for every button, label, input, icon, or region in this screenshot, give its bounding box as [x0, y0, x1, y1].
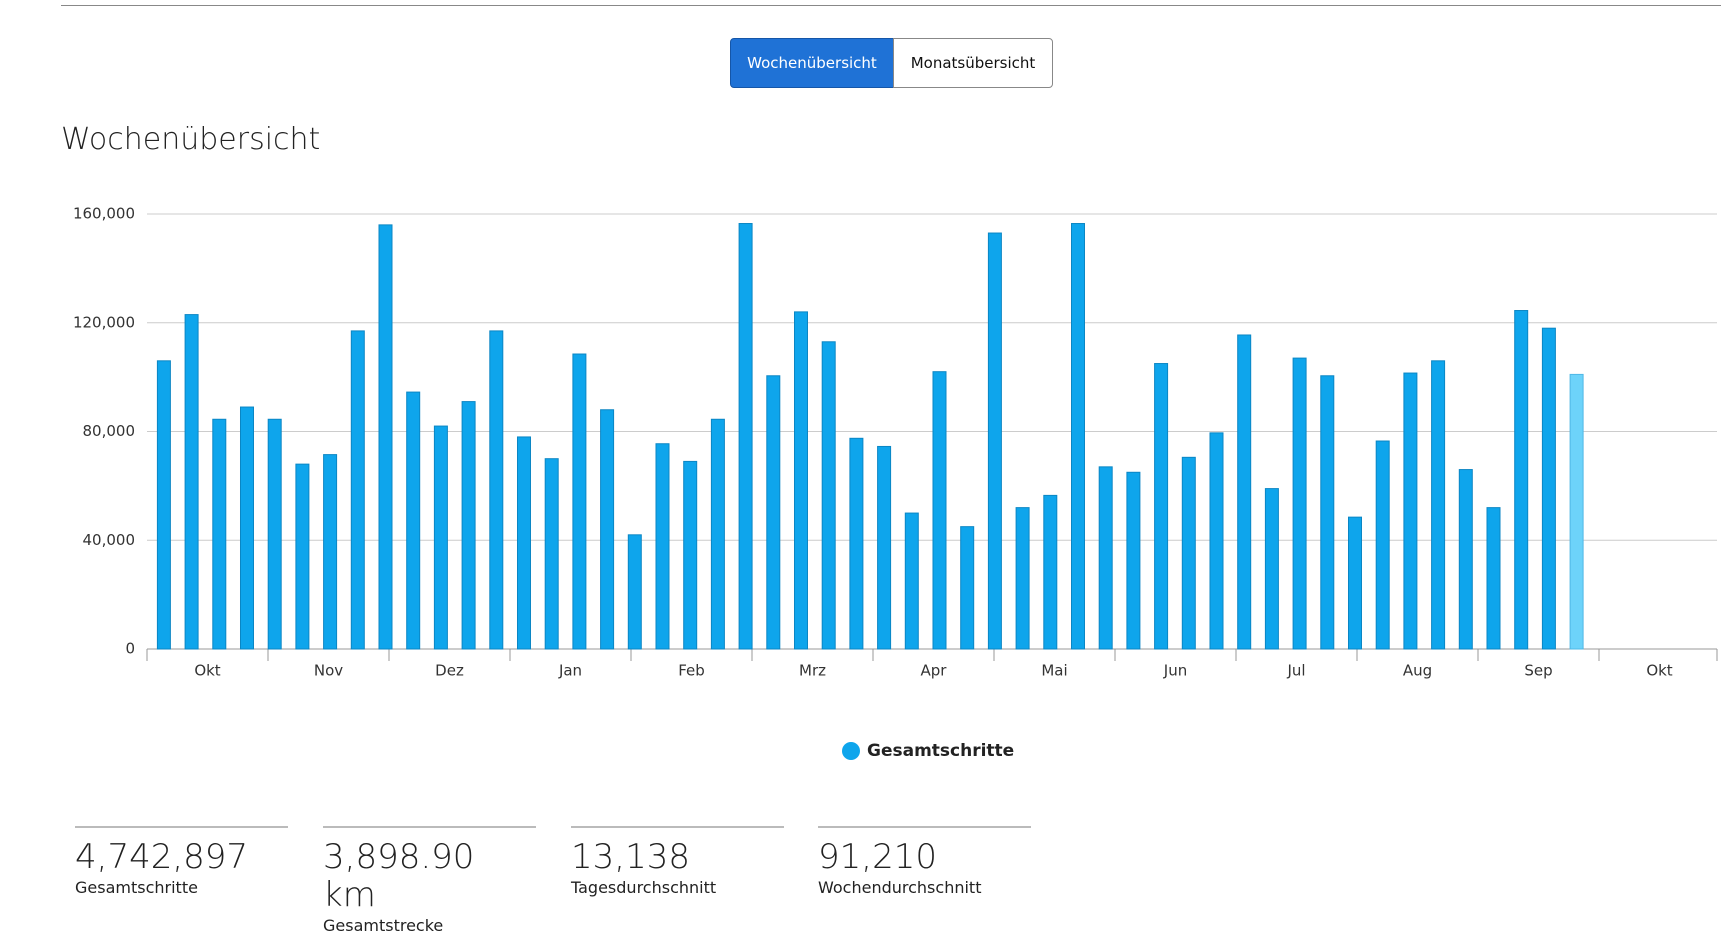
x-tick-label: Jan [558, 662, 582, 680]
bar [1181, 456, 1196, 650]
stat-value: 4,742,897 [75, 837, 249, 877]
x-tick-label: Feb [678, 662, 705, 680]
y-tick-label: 0 [125, 640, 135, 658]
stat-value: 3,898.90 km [323, 837, 475, 915]
bar [1375, 440, 1390, 650]
x-tick-label: Okt [1646, 662, 1672, 680]
bar [627, 534, 642, 650]
bar [793, 311, 808, 650]
bar [710, 418, 725, 650]
bar [683, 460, 698, 650]
y-tick-label: 80,000 [83, 422, 136, 440]
week-button[interactable]: Wochenübersicht [730, 38, 894, 88]
bar [1237, 334, 1252, 650]
bar [267, 418, 282, 650]
bar [572, 353, 587, 650]
stat: 3,898.90 km Gesamtstrecke [323, 826, 536, 935]
bar [295, 463, 310, 650]
bar [904, 512, 919, 650]
bar [821, 341, 836, 650]
x-tick-label: Jun [1163, 662, 1187, 680]
bar [378, 224, 393, 650]
x-tick-label: Okt [194, 662, 220, 680]
x-tick-label: Aug [1403, 662, 1432, 680]
bar [655, 443, 670, 650]
bar [1209, 432, 1224, 650]
stat: 91,210 Wochendurchschnitt [818, 826, 1031, 897]
page: {"buttons": ["Wochenübersicht", "Monatsü… [61, 5, 1721, 935]
bar [1431, 360, 1446, 650]
x-tick-label: Jul [1286, 662, 1305, 680]
stat-label: Tagesdurchschnitt [571, 878, 717, 897]
x-tick-label: Apr [921, 662, 948, 680]
bar [1514, 310, 1529, 650]
bar [1320, 375, 1335, 650]
bar [849, 437, 864, 650]
bar [1292, 357, 1307, 650]
bar [184, 314, 199, 650]
bar [1043, 494, 1058, 650]
bar [323, 454, 338, 650]
bar [960, 526, 975, 650]
x-tick-label: Mai [1041, 662, 1067, 680]
x-tick-label: Mrz [799, 662, 826, 680]
bar [600, 409, 615, 650]
bar [987, 232, 1002, 650]
bar [1126, 471, 1141, 650]
bar [489, 330, 504, 650]
month-button[interactable]: Monatsübersicht [893, 38, 1053, 88]
stat-label: Gesamtschritte [75, 878, 198, 897]
bar [1154, 363, 1169, 650]
x-tick-label: Sep [1524, 662, 1552, 680]
bar [350, 330, 365, 650]
y-tick-label: 120,000 [73, 313, 135, 331]
bar [461, 401, 476, 650]
stat-value: 13,138 [571, 837, 690, 877]
bar [932, 371, 947, 650]
bar [1569, 373, 1584, 650]
bar [1541, 327, 1556, 650]
bar [1347, 516, 1362, 650]
bar [544, 458, 559, 650]
legend-swatch [842, 742, 860, 760]
x-tick-label: Dez [435, 662, 464, 680]
bar [1098, 466, 1113, 650]
top-rule [61, 5, 1721, 6]
bar [433, 425, 448, 650]
bar [766, 375, 781, 650]
stat: 13,138 Tagesdurchschnitt [571, 826, 784, 897]
bar [1458, 469, 1473, 650]
chart: 0 40,000 80,000 120,000 160,000 Okt Nov Dez Jan F… [73, 205, 1718, 761]
bar [1015, 507, 1030, 650]
bar [212, 418, 227, 650]
bar [156, 360, 171, 650]
stat-label: Wochendurchschnitt [818, 878, 982, 897]
y-tick-label: 160,000 [73, 205, 135, 223]
bar [406, 391, 421, 650]
stat-label: Gesamtstrecke [323, 916, 444, 935]
legend-label: Gesamtschritte [867, 741, 1014, 761]
stat-value: 91,210 [818, 837, 937, 877]
chart-title: Wochenübersicht [61, 122, 321, 157]
bar [877, 445, 892, 650]
bar [738, 223, 753, 650]
bar [1070, 223, 1085, 650]
stat: 4,742,897 Gesamtschritte [75, 826, 288, 897]
bar [516, 436, 531, 650]
bar [1264, 488, 1279, 650]
x-tick-label: Nov [314, 662, 343, 680]
bar [1486, 507, 1501, 650]
bar [1403, 372, 1418, 650]
bar [239, 406, 254, 650]
y-tick-label: 40,000 [83, 531, 136, 549]
